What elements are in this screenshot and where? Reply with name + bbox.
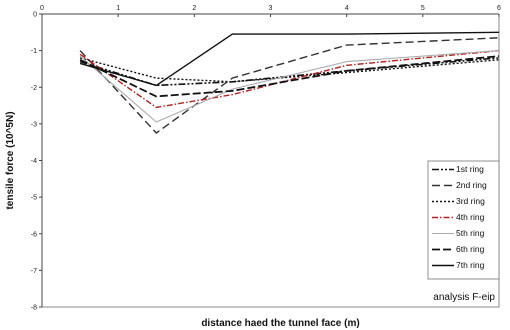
legend-label-4: 4th ring — [456, 212, 485, 222]
y-axis-title: tensile force (10^5N) — [5, 111, 16, 209]
series-line-3 — [79, 57, 500, 83]
series-line-5 — [79, 50, 500, 123]
legend-label-1: 1st ring — [456, 164, 484, 174]
x-axis-title: distance haed the tunnel face (m) — [201, 318, 359, 329]
y-tick-label: -1 — [31, 48, 37, 55]
y-tick-label: -6 — [31, 231, 37, 238]
x-tick-label: 6 — [497, 5, 501, 12]
legend-label-7: 7th ring — [456, 260, 485, 270]
x-tick-label: 0 — [40, 5, 44, 12]
series-line-2 — [79, 37, 500, 134]
y-tick-label: -3 — [31, 121, 37, 128]
chart-annotation: analysis F-eip — [433, 292, 495, 303]
axes: 0 1 2 3 4 5 6 0 -1 -2 -3 -4 -5 -6 -7 -8 — [31, 5, 501, 312]
x-tick-label: 4 — [345, 5, 349, 12]
legend-box — [427, 160, 500, 280]
y-tick-label: -5 — [31, 195, 37, 202]
x-tick-label: 2 — [192, 5, 196, 12]
series-line-7 — [79, 31, 500, 87]
x-tick-label: 1 — [116, 5, 120, 12]
series-line-4 — [79, 49, 500, 109]
y-tick-label: -7 — [31, 268, 37, 275]
legend-label-2: 2nd ring — [456, 180, 487, 190]
y-tick-label: -4 — [31, 158, 37, 165]
x-tick-label: 3 — [269, 5, 273, 12]
series-line-6 — [79, 55, 500, 98]
y-tick-label: 0 — [33, 12, 37, 19]
legend: 1st ring 2nd ring 3rd ring 4th ring 5th ring… — [427, 160, 500, 280]
legend-label-6: 6th ring — [456, 244, 485, 254]
series-layer — [79, 31, 500, 134]
x-tick-label: 5 — [421, 5, 425, 12]
legend-label-5: 5th ring — [456, 228, 485, 238]
y-tick-label: -8 — [31, 305, 37, 312]
y-tick-label: -2 — [31, 85, 37, 92]
legend-label-3: 3rd ring — [456, 196, 485, 206]
